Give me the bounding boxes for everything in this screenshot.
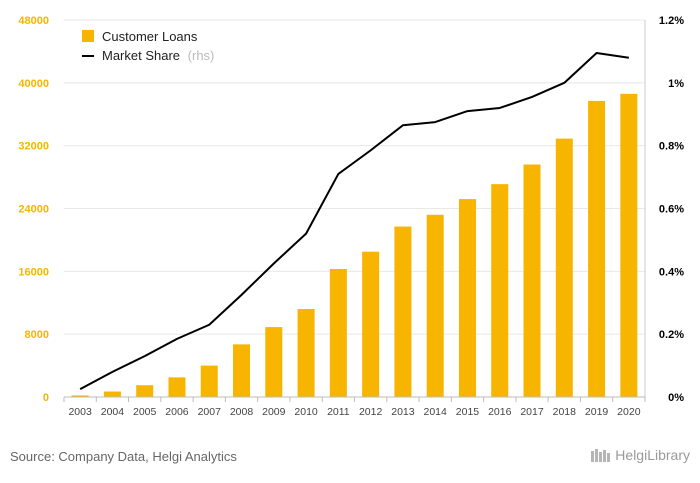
bar-2003 — [71, 395, 89, 397]
customer-loans-bars — [71, 93, 638, 398]
bar-2005 — [136, 385, 154, 397]
x-tick-label: 2019 — [585, 406, 609, 418]
legend-label-market-share: Market Share (rhs) — [102, 48, 214, 63]
bar-2014 — [426, 214, 444, 397]
bar-2020 — [620, 93, 638, 398]
right-tick-label: 0.8% — [659, 141, 684, 153]
bar-2019 — [588, 100, 606, 397]
books-icon — [591, 449, 611, 462]
right-tick-label: 1.2% — [659, 15, 684, 27]
left-axis: 0 8000 16000 24000 32000 40000 48000 — [18, 15, 49, 404]
right-tick-label: 0% — [668, 392, 684, 404]
legend: Customer Loans Market Share (rhs) — [82, 29, 214, 63]
right-axis: 0% 0.2% 0.4% 0.6% 0.8% 1% 1.2% — [644, 15, 684, 404]
x-tick-label: 2015 — [456, 406, 480, 418]
x-tick-label: 2005 — [133, 406, 157, 418]
x-tick-label: 2009 — [262, 406, 286, 418]
x-tick-label: 2016 — [488, 406, 512, 418]
right-tick-label: 0.4% — [659, 266, 684, 278]
bar-2015 — [458, 199, 476, 397]
x-tick-label: 2008 — [230, 406, 254, 418]
right-tick-label: 1% — [668, 78, 684, 90]
left-tick-label: 16000 — [18, 266, 49, 278]
left-tick-label: 48000 — [18, 15, 49, 27]
bar-2010 — [297, 309, 315, 397]
market-share-line — [79, 51, 630, 391]
x-tick-label: 2017 — [520, 406, 544, 418]
legend-label-market-share-name: Market Share — [102, 48, 180, 63]
x-tick-label: 2014 — [424, 406, 448, 418]
bar-2008 — [233, 344, 251, 397]
x-tick-label: 2006 — [165, 406, 189, 418]
right-tick-label: 0.2% — [659, 329, 684, 341]
legend-swatch-customer-loans — [82, 30, 94, 42]
bar-2009 — [265, 327, 283, 397]
right-tick-label: 0.6% — [659, 204, 684, 216]
x-tick-label: 2020 — [617, 406, 641, 418]
x-tick-label: 2010 — [294, 406, 318, 418]
x-axis: 2003 2004 2005 2006 2007 2008 2009 2010 2011 2012… — [63, 396, 646, 418]
bar-2007 — [200, 365, 218, 397]
helgi-library-logo: HelgiLibrary — [590, 447, 690, 463]
left-tick-label: 32000 — [18, 141, 49, 153]
bar-2016 — [491, 184, 509, 397]
x-tick-label: 2007 — [198, 406, 222, 418]
grid-lines — [64, 19, 645, 335]
bar-2011 — [329, 268, 347, 397]
x-tick-label: 2003 — [68, 406, 92, 418]
x-tick-label: 2011 — [327, 406, 350, 418]
legend-label-market-share-suffix: (rhs) — [188, 48, 215, 63]
logo-text: HelgiLibrary — [615, 447, 690, 463]
market-share-polyline — [79, 51, 630, 391]
bar-2017 — [523, 164, 541, 397]
source-note: Source: Company Data, Helgi Analytics — [10, 449, 237, 464]
left-tick-label: 8000 — [25, 329, 49, 341]
bar-2012 — [362, 251, 380, 397]
bar-2004 — [103, 391, 121, 397]
left-tick-label: 0 — [43, 392, 49, 404]
left-tick-label: 40000 — [18, 78, 49, 90]
legend-label-customer-loans: Customer Loans — [102, 29, 198, 44]
x-tick-label: 2018 — [553, 406, 577, 418]
bar-2006 — [168, 377, 186, 397]
bar-2013 — [394, 226, 412, 397]
x-tick-label: 2004 — [101, 406, 125, 418]
x-tick-label: 2013 — [391, 406, 415, 418]
x-tick-label: 2012 — [359, 406, 383, 418]
left-tick-label: 24000 — [18, 204, 49, 216]
bar-2018 — [555, 138, 573, 398]
